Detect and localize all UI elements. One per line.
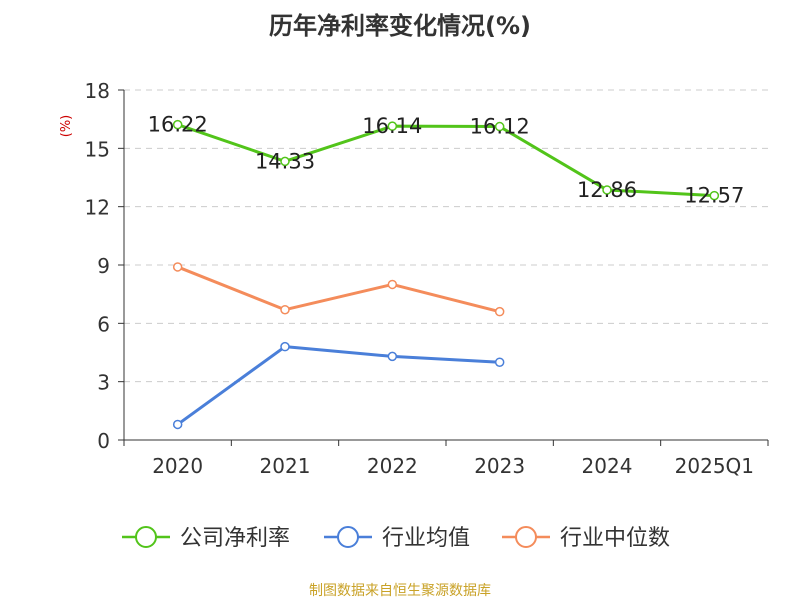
x-tick-label: 2023 xyxy=(474,454,525,478)
legend-marker[interactable] xyxy=(135,526,157,548)
data-point[interactable] xyxy=(387,121,398,131)
data-point[interactable] xyxy=(280,341,290,352)
data-label: 12.57 xyxy=(684,184,744,208)
data-point[interactable] xyxy=(709,190,720,201)
x-tick-label: 2025Q1 xyxy=(675,454,754,478)
y-tick-label: 9 xyxy=(97,254,110,278)
gridlines xyxy=(124,89,768,383)
y-axis-unit-label: (%) xyxy=(59,115,74,138)
chart-title: 历年净利率变化情况(%) xyxy=(269,12,531,40)
data-point[interactable] xyxy=(387,279,398,290)
axes: 0 3 6 9 12 15 18 2020 2021 2022 2023 2024 2025Q1 xyxy=(85,79,769,478)
data-point[interactable] xyxy=(172,262,183,272)
legend: 公司净利率 行业均值 行业中位数 xyxy=(122,526,670,551)
data-label: 14.33 xyxy=(255,149,315,173)
data-labels: 16.22 14.33 16.14 16.12 12.86 12.57 xyxy=(148,113,745,208)
y-tick-label: 18 xyxy=(85,79,110,103)
legend-label[interactable]: 行业中位数 xyxy=(560,526,670,551)
series-line xyxy=(177,265,501,314)
y-tick-label: 12 xyxy=(85,196,110,220)
x-tick-label: 2020 xyxy=(152,454,203,478)
data-label: 16.14 xyxy=(362,114,422,138)
source-note: 制图数据来自恒生聚源数据库 xyxy=(309,583,491,599)
x-tick-label: 2022 xyxy=(367,454,418,478)
data-point[interactable] xyxy=(494,357,505,367)
y-tick-label: 6 xyxy=(97,312,110,336)
data-label: 16.22 xyxy=(148,113,208,137)
data-point[interactable] xyxy=(172,419,183,430)
y-tick-label: 3 xyxy=(97,371,110,395)
data-point[interactable] xyxy=(494,121,505,132)
series-group xyxy=(172,119,720,430)
x-tick-label: 2024 xyxy=(582,454,633,478)
series-line xyxy=(176,345,500,426)
series-line xyxy=(177,123,715,198)
y-tick-label: 15 xyxy=(85,137,110,161)
x-tick-label: 2021 xyxy=(260,454,311,478)
data-point[interactable] xyxy=(172,119,183,130)
data-point[interactable] xyxy=(494,306,505,317)
data-point[interactable] xyxy=(280,156,290,167)
data-point[interactable] xyxy=(602,185,612,195)
data-label: 16.12 xyxy=(470,115,530,139)
legend-marker[interactable] xyxy=(337,526,359,548)
data-point[interactable] xyxy=(280,304,290,315)
y-tick-label: 0 xyxy=(97,429,110,453)
legend-label[interactable]: 行业均值 xyxy=(382,526,470,551)
legend-label[interactable]: 公司净利率 xyxy=(180,526,290,551)
data-point[interactable] xyxy=(387,351,398,362)
data-label: 12.86 xyxy=(577,178,637,202)
legend-marker[interactable] xyxy=(515,526,537,548)
